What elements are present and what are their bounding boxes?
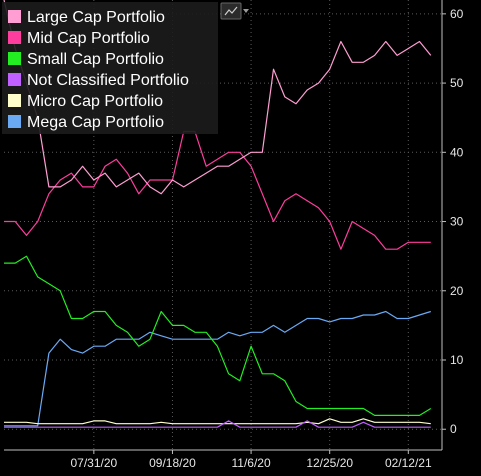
- x-tick-label: 12/25/20: [306, 456, 353, 470]
- series-line-small-cap-portfolio: [4, 255, 432, 416]
- legend-swatch: [8, 94, 21, 107]
- legend-label: Mega Cap Portfolio: [27, 114, 164, 131]
- y-tick-label: 0: [450, 422, 457, 436]
- grid: [4, 0, 442, 450]
- axes: 0 10 20 30 40 50 60 07/31/20 09/18/20 11/6/20 12/2…: [4, 0, 464, 470]
- legend-label: Not Classified Portfolio: [27, 72, 189, 89]
- legend-label: Small Cap Portfolio: [27, 51, 164, 68]
- x-tick-label: 09/18/20: [149, 456, 196, 470]
- line-chart-icon: [224, 6, 238, 16]
- y-tick-label: 60: [450, 7, 464, 21]
- series-line-mega-cap-portfolio: [4, 310, 431, 427]
- chevron-down-icon[interactable]: [243, 9, 249, 13]
- chart-toolbar[interactable]: [220, 2, 249, 20]
- legend: Large Cap Portfolio Mid Cap Portfolio Smal…: [2, 2, 218, 134]
- y-tick-label: 50: [450, 76, 464, 90]
- legend-swatch: [8, 52, 21, 65]
- legend-label: Micro Cap Portfolio: [27, 93, 163, 110]
- x-tick-label: 02/12/21: [385, 456, 432, 470]
- series-line-mid-cap-portfolio: [4, 130, 431, 250]
- x-tick-label: 07/31/20: [70, 456, 117, 470]
- legend-swatch: [8, 31, 21, 44]
- legend-swatch: [8, 115, 21, 128]
- x-tick-label: 11/6/20: [231, 456, 270, 470]
- legend-swatch: [8, 10, 21, 23]
- y-tick-label: 10: [450, 353, 464, 367]
- y-tick-label: 40: [450, 145, 464, 159]
- legend-label: Large Cap Portfolio: [27, 9, 165, 26]
- legend-background: [2, 2, 218, 134]
- legend-label: Mid Cap Portfolio: [27, 30, 150, 47]
- series-line-not-classified-portfolio: [4, 420, 431, 428]
- legend-swatch: [8, 73, 21, 86]
- y-tick-label: 30: [450, 215, 464, 229]
- chart-type-button[interactable]: [220, 2, 242, 20]
- series-line-large-cap-portfolio: [3, 0, 432, 195]
- y-tick-label: 20: [450, 284, 464, 298]
- series-lines: [3, 0, 432, 428]
- series-line-micro-cap-portfolio: [4, 418, 431, 425]
